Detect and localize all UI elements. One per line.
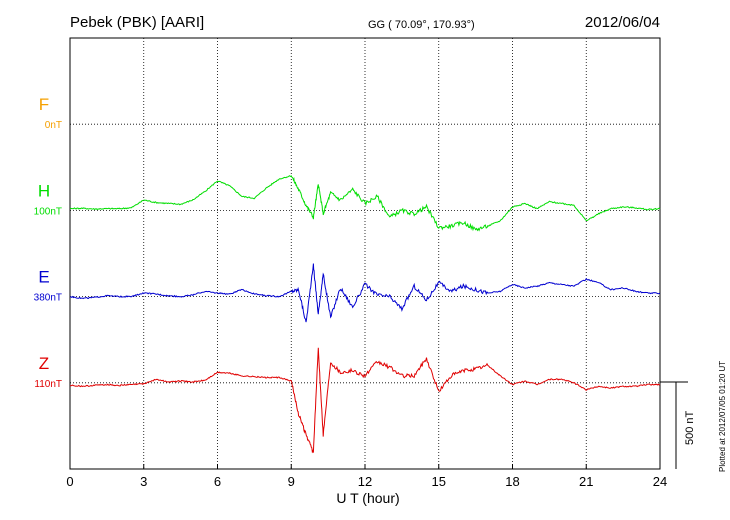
series-offset-z: 110nT bbox=[34, 379, 62, 390]
series-name-e: E bbox=[38, 268, 49, 287]
plot-date: 2012/06/04 bbox=[585, 14, 660, 31]
series-offset-h: 100nT bbox=[34, 206, 62, 217]
scale-bar-label: 500 nT bbox=[684, 410, 696, 445]
x-tick-label: 9 bbox=[288, 474, 295, 489]
series-name-z: Z bbox=[39, 354, 49, 373]
x-tick-label: 0 bbox=[66, 474, 73, 489]
plotted-at-note: Plotted at 2012/07/05 01:20 UT bbox=[718, 361, 727, 472]
x-tick-label: 3 bbox=[140, 474, 147, 489]
series-layer bbox=[69, 175, 661, 454]
x-tick-label: 15 bbox=[432, 474, 446, 489]
x-ticks: 0 3 6 9 12 15 18 21 24 bbox=[66, 464, 667, 489]
geo-coordinates: GG ( 70.09°, 170.93°) bbox=[368, 19, 475, 31]
x-tick-label: 18 bbox=[505, 474, 519, 489]
series-line-h bbox=[69, 175, 661, 232]
series-labels: F 0nT H 100nT E 380nT Z 110nT bbox=[34, 95, 62, 390]
series-name-f: F bbox=[39, 95, 49, 114]
x-tick-label: 21 bbox=[579, 474, 593, 489]
station-title: Pebek (PBK) [AARI] bbox=[70, 14, 204, 31]
series-line-z bbox=[69, 347, 661, 454]
series-name-h: H bbox=[38, 181, 50, 200]
grid bbox=[70, 38, 660, 469]
x-tick-label: 6 bbox=[214, 474, 221, 489]
series-offset-f: 0nT bbox=[45, 120, 62, 131]
x-axis-label: U T (hour) bbox=[336, 490, 399, 506]
series-line-e bbox=[69, 263, 661, 323]
x-tick-label: 12 bbox=[358, 474, 372, 489]
series-offset-e: 380nT bbox=[34, 293, 62, 304]
x-tick-label: 24 bbox=[653, 474, 667, 489]
